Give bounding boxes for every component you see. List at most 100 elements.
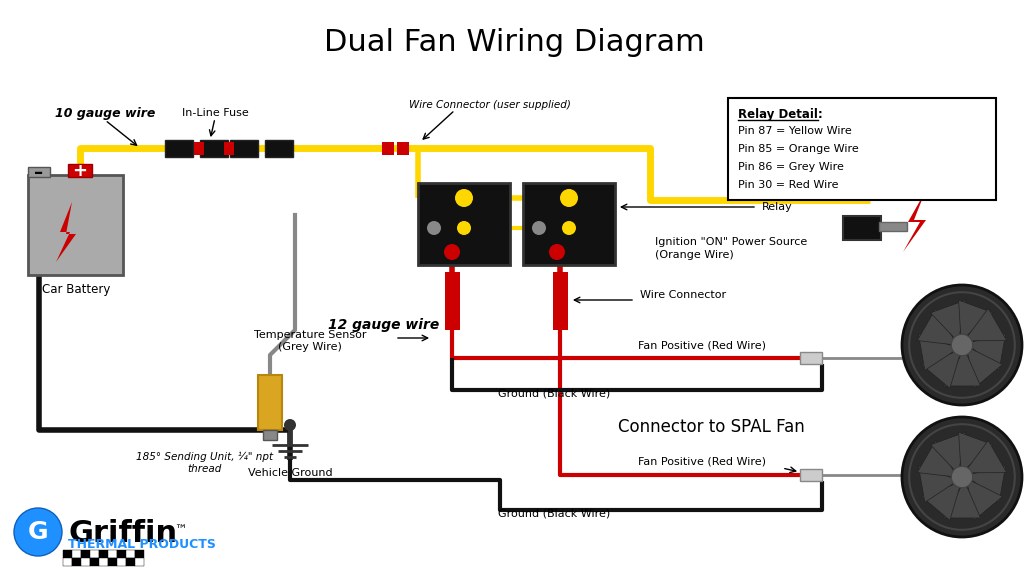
Polygon shape [921,484,959,520]
Text: THERMAL PRODUCTS: THERMAL PRODUCTS [68,539,216,551]
Text: 185° Sending Unit, ¼" npt
thread: 185° Sending Unit, ¼" npt thread [137,452,273,474]
Bar [99,558,108,566]
Text: Fan Positive (Red Wire): Fan Positive (Red Wire) [638,340,766,350]
Circle shape [902,285,1022,405]
Text: Dual Fan Wiring Diagram: Dual Fan Wiring Diagram [324,28,704,57]
Circle shape [533,221,546,235]
Bar [265,140,293,157]
Bar [135,550,144,558]
Bar [72,558,81,566]
Polygon shape [967,481,1002,520]
Circle shape [951,466,972,488]
Text: Pin 87 = Yellow Wire: Pin 87 = Yellow Wire [738,126,852,136]
Polygon shape [917,440,953,476]
Polygon shape [958,300,993,335]
Circle shape [562,221,576,235]
Bar [81,558,90,566]
Polygon shape [917,309,953,344]
Bar [800,352,822,364]
Polygon shape [918,334,953,370]
Bar [63,558,72,566]
Bar [382,142,394,155]
Bar [200,140,228,157]
Text: (Orange Wire): (Orange Wire) [655,250,734,260]
Text: –: – [34,164,43,182]
Text: Pin 85 = Orange Wire: Pin 85 = Orange Wire [738,144,858,154]
Bar [90,558,99,566]
Polygon shape [972,466,1005,502]
Bar [879,222,907,231]
Text: Vehicle Ground: Vehicle Ground [248,468,332,478]
Polygon shape [967,309,1006,341]
Circle shape [549,244,565,260]
Text: G: G [28,520,48,544]
Polygon shape [967,349,1002,388]
Circle shape [951,334,972,356]
Bar [90,550,99,558]
Circle shape [455,189,473,207]
Bar [258,375,282,430]
Polygon shape [56,202,76,262]
Bar [224,142,234,155]
Text: 10 gauge wire: 10 gauge wire [56,107,155,120]
Text: In-Line Fuse: In-Line Fuse [182,108,249,118]
Circle shape [427,221,441,235]
Polygon shape [967,440,1006,473]
Text: +: + [73,162,87,180]
Bar [523,183,615,265]
Text: Ignition "ON" Power Source: Ignition "ON" Power Source [655,237,807,247]
Polygon shape [930,432,965,470]
Polygon shape [918,466,953,502]
Circle shape [902,417,1022,537]
Circle shape [284,419,296,431]
Bar [72,550,81,558]
Bar [397,142,409,155]
Circle shape [14,508,62,556]
Bar [63,550,72,558]
Polygon shape [944,487,981,518]
Text: Ground (Black Wire): Ground (Black Wire) [498,388,611,398]
Polygon shape [944,355,981,386]
Circle shape [457,221,471,235]
Bar [126,558,135,566]
Text: Temperature Sensor
(Grey Wire): Temperature Sensor (Grey Wire) [254,330,366,351]
Bar [68,164,91,177]
Text: 12 gauge wire: 12 gauge wire [328,318,439,332]
Bar [28,175,123,275]
Text: Fan Positive (Red Wire): Fan Positive (Red Wire) [638,457,766,467]
Bar [230,140,258,157]
Bar [117,558,126,566]
Bar [728,98,996,200]
Text: Relay Detail:: Relay Detail: [738,108,822,121]
Bar [126,550,135,558]
Bar [108,550,117,558]
Bar [800,469,822,481]
Polygon shape [972,334,1005,370]
Bar [263,430,277,440]
Text: Pin 86 = Grey Wire: Pin 86 = Grey Wire [738,162,844,172]
Text: Griffin: Griffin [68,518,177,547]
Bar [135,558,144,566]
Bar [418,183,510,265]
Polygon shape [921,353,959,388]
Bar [99,550,108,558]
Text: Ground (Black Wire): Ground (Black Wire) [498,508,611,518]
Circle shape [444,244,460,260]
Text: Relay: Relay [762,202,793,212]
Polygon shape [930,300,965,338]
Polygon shape [903,192,926,252]
Text: Wire Connector (user supplied): Wire Connector (user supplied) [409,100,571,110]
Text: Connector to SPAL Fan: Connector to SPAL Fan [618,418,805,436]
Bar [28,167,50,177]
Text: Wire Connector: Wire Connector [640,290,726,300]
Bar [843,216,881,240]
Bar [117,550,126,558]
Bar [553,272,568,330]
Bar [108,558,117,566]
Polygon shape [958,432,993,468]
Text: ™: ™ [174,524,186,538]
Text: Car Battery: Car Battery [42,283,110,296]
Circle shape [560,189,578,207]
Text: Pin 30 = Red Wire: Pin 30 = Red Wire [738,180,839,190]
Bar [194,142,204,155]
